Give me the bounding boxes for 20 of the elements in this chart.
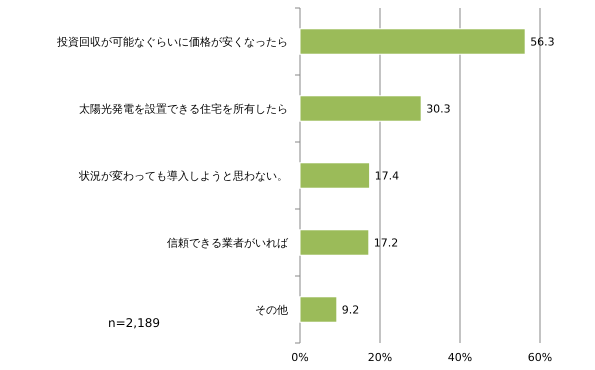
data-label: 17.2 [374,236,398,250]
y-tick-label: その他 [255,304,288,316]
bar [300,95,422,122]
x-tick-label: 20% [368,351,392,364]
y-tick-label: 投資回収が可能なぐらいに価格が安くなったら [56,36,288,48]
bar [300,28,526,55]
y-tick-label: 太陽光発電を設置できる住宅を所有したら [79,102,288,116]
x-tick-label: 0% [291,351,309,364]
data-label: 17.4 [374,170,400,182]
x-tick-label: 40% [448,351,472,364]
bar [300,296,338,323]
text: n=2,189 [108,316,160,330]
x-tick-label: 60% [528,351,552,364]
bar [300,229,370,256]
y-tick-label: 信頼できる業者がいれば [167,236,289,250]
bar [300,162,370,189]
data-label: 9.2 [342,304,360,316]
data-label: 56.3 [530,36,555,48]
data-label: 30.3 [426,102,451,116]
y-tick-label: 状況が変わっても導入しようと思わない。 [78,170,288,182]
